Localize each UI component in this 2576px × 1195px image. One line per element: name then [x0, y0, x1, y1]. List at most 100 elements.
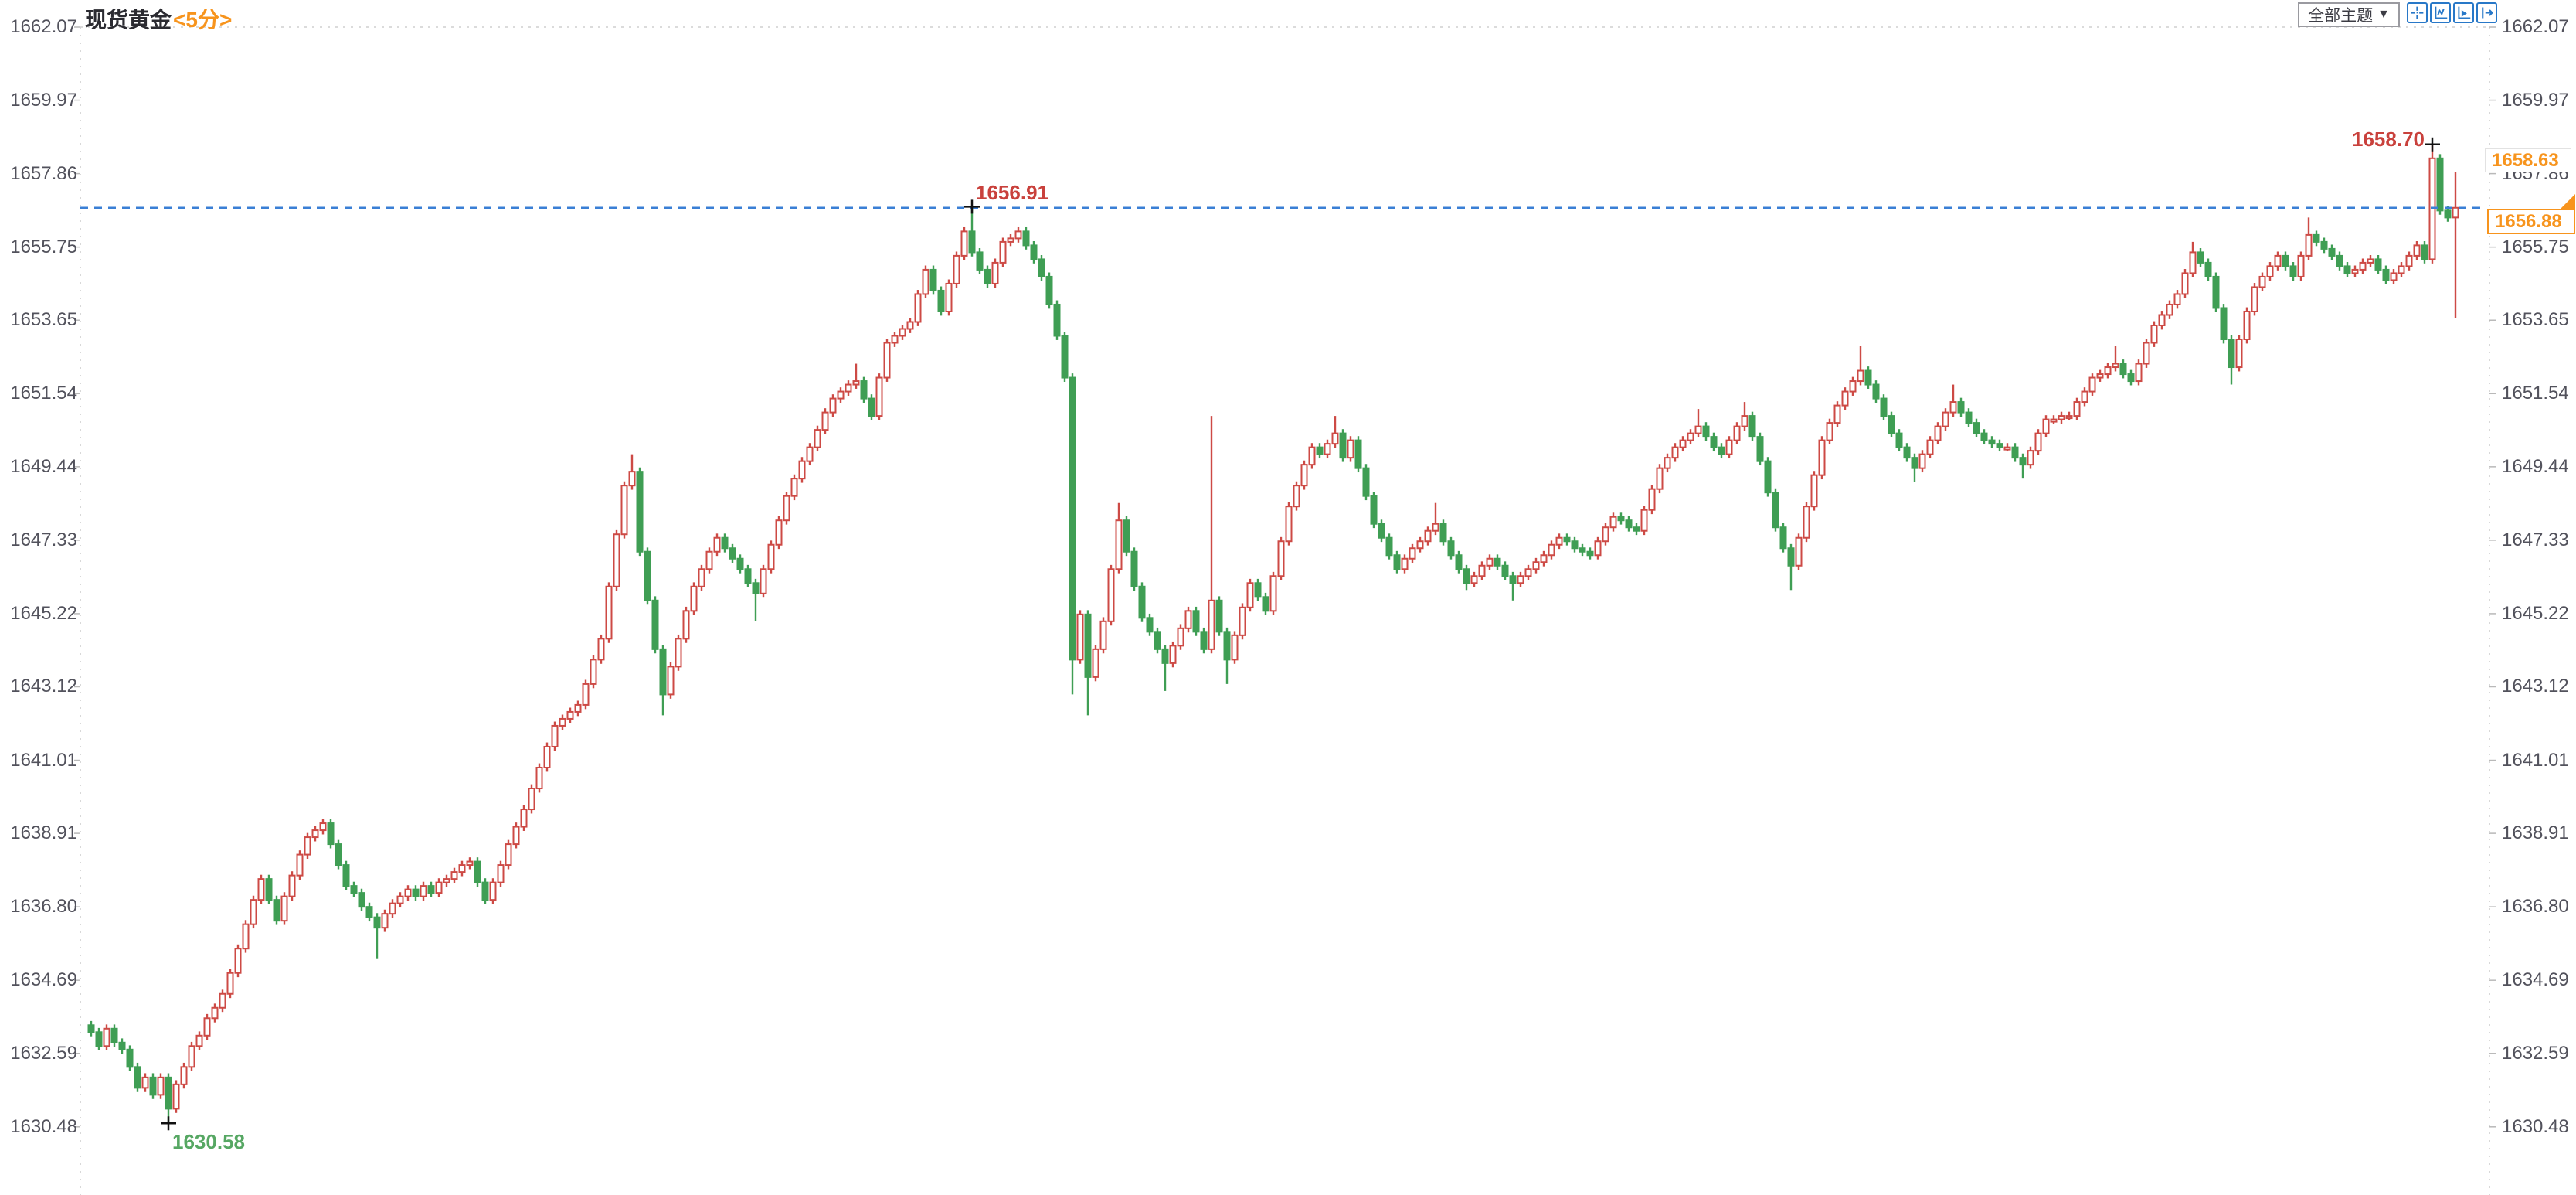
axis-scale-icon[interactable] [2430, 2, 2451, 23]
candle [1795, 536, 1803, 567]
candle [999, 240, 1007, 264]
candle [1208, 599, 1215, 650]
candle [582, 683, 590, 706]
candle [1470, 575, 1478, 584]
candle [829, 397, 837, 414]
candle [242, 923, 250, 950]
candle [559, 717, 566, 727]
candle [783, 495, 790, 522]
candle [2313, 233, 2320, 243]
candle [2328, 247, 2336, 257]
candle [1864, 369, 1872, 386]
candle [1540, 554, 1548, 563]
candle [906, 321, 914, 330]
candle [335, 843, 342, 866]
candle [2181, 272, 2189, 295]
candle [134, 1066, 141, 1089]
candle [845, 383, 852, 393]
candle [2065, 415, 2073, 420]
candle [1656, 467, 1664, 490]
y-axis-label-left: 1651.54 [10, 383, 77, 404]
candle [2266, 265, 2274, 277]
candle [2220, 307, 2228, 341]
session-high-label: 1658.70 [2352, 127, 2425, 151]
candle [1432, 523, 1439, 532]
candle [2289, 265, 2297, 277]
candle [1949, 401, 1957, 414]
crosshair-icon[interactable] [2407, 2, 2428, 23]
candle [1092, 648, 1099, 678]
candle [1748, 415, 1756, 438]
candle [1579, 547, 1586, 553]
y-axis-label-left: 1634.69 [10, 969, 77, 991]
candle [1833, 404, 1841, 424]
candle [2127, 373, 2135, 383]
candle [1625, 519, 1633, 529]
y-axis-label-left: 1630.48 [10, 1115, 77, 1137]
candle [852, 380, 860, 386]
candle [1285, 506, 1293, 543]
candle [1733, 425, 1741, 441]
y-axis-label-right: 1630.48 [2502, 1115, 2569, 1137]
candle [1671, 446, 1679, 459]
candle [713, 536, 721, 553]
candle [2166, 303, 2173, 316]
candle [914, 293, 922, 323]
candle [1184, 610, 1192, 629]
candle [1478, 564, 1486, 577]
candle [1022, 230, 1030, 247]
pan-right-icon[interactable] [2476, 2, 2497, 23]
y-axis-label-right: 1653.65 [2502, 309, 2569, 331]
candle [2436, 157, 2444, 212]
candle [505, 843, 512, 866]
candle [2228, 339, 2235, 369]
candle [1192, 610, 1200, 633]
candle [2305, 233, 2313, 257]
candle [1996, 443, 2003, 448]
candle [821, 411, 829, 431]
candle [474, 860, 481, 883]
candle [1555, 536, 1563, 546]
candle [1903, 446, 1911, 459]
candle [2351, 268, 2359, 274]
candle [2243, 310, 2251, 341]
y-axis-label-left: 1647.33 [10, 529, 77, 550]
candle [327, 822, 335, 846]
candle [2027, 450, 2034, 466]
candle [2158, 314, 2166, 326]
candle [960, 230, 968, 257]
theme-dropdown[interactable]: 全部主题 ▼ [2298, 2, 2400, 27]
top-toolbar: 全部主题 ▼ [2298, 2, 2497, 27]
y-axis-label-left: 1653.65 [10, 309, 77, 331]
candle [2081, 390, 2088, 403]
candle [450, 871, 458, 880]
candle [1254, 582, 1262, 598]
axis-play-icon[interactable] [2453, 2, 2474, 23]
candle [1694, 425, 1702, 434]
y-axis-label-right: 1649.44 [2502, 455, 2569, 477]
candle [775, 519, 783, 546]
candle [2073, 401, 2081, 417]
y-axis-label-right: 1636.80 [2502, 896, 2569, 918]
y-axis-label-left: 1657.86 [10, 162, 77, 184]
y-axis-label-right: 1659.97 [2502, 89, 2569, 111]
candle [868, 397, 875, 417]
candle [2374, 258, 2382, 271]
y-axis-label-right: 1647.33 [2502, 529, 2569, 550]
candle [520, 809, 528, 828]
candle [2282, 254, 2289, 267]
candle [2058, 415, 2065, 420]
candle [1710, 436, 1718, 448]
y-axis-label-right: 1645.22 [2502, 602, 2569, 624]
candle [1084, 613, 1092, 678]
current-price-label: 1656.88 [2487, 209, 2575, 234]
candle [381, 913, 389, 929]
y-axis-label-right: 1643.12 [2502, 676, 2569, 697]
candle [2452, 206, 2459, 219]
candle [1880, 397, 1888, 417]
candle [984, 268, 991, 284]
candle [1115, 519, 1123, 570]
interval-label: <5分> [173, 8, 233, 32]
candle [2189, 251, 2197, 274]
